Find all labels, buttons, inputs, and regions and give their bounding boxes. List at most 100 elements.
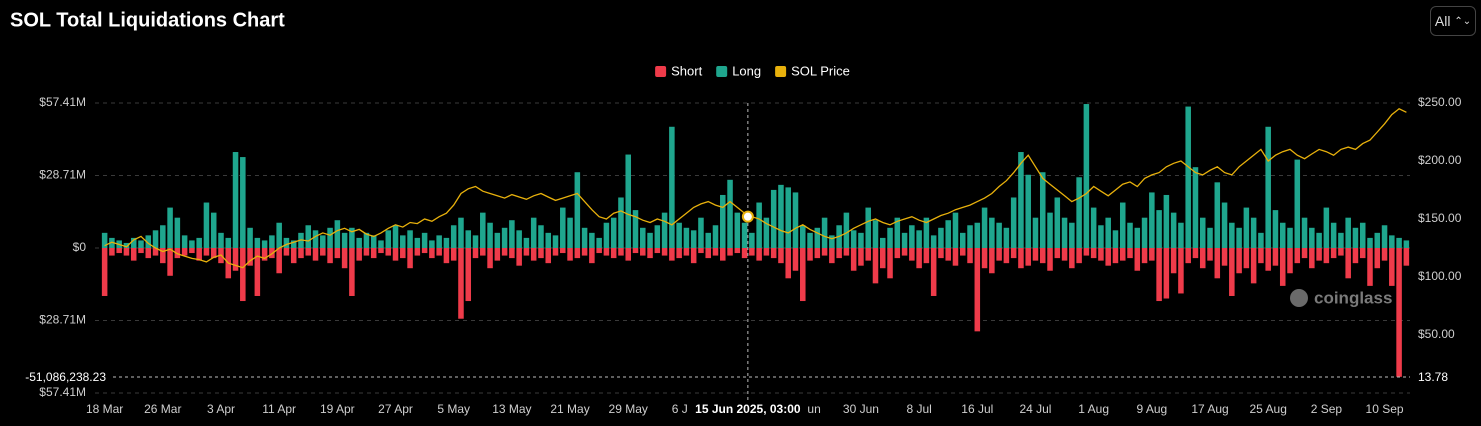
- bar: [145, 235, 152, 248]
- bar: [901, 248, 908, 256]
- bar: [254, 248, 261, 296]
- bar: [254, 237, 261, 248]
- bar: [1141, 248, 1148, 264]
- watermark-text: coinglass: [1314, 288, 1392, 307]
- bar: [923, 217, 930, 248]
- bar: [385, 230, 392, 248]
- bar: [930, 235, 937, 248]
- bar: [669, 248, 675, 261]
- x-tick-label: 30 Jun: [843, 402, 879, 416]
- bar: [974, 222, 981, 248]
- bar: [1403, 248, 1410, 266]
- x-tick-label: 17 Aug: [1191, 402, 1228, 416]
- bar: [909, 225, 915, 248]
- bar: [632, 210, 639, 248]
- bar: [1119, 248, 1126, 261]
- bar: [472, 235, 479, 248]
- y2-tick-label: $250.00: [1418, 95, 1462, 109]
- y-tick-label: $57.41M: [39, 95, 86, 109]
- bar: [1083, 248, 1090, 256]
- legend-label: Long: [732, 63, 761, 78]
- bar: [509, 220, 515, 248]
- bar: [1396, 248, 1402, 377]
- bar: [1127, 248, 1133, 259]
- bar: [509, 248, 515, 259]
- x-tick-label: 11 Apr: [262, 402, 296, 416]
- x-tick-label: 1 Aug: [1078, 402, 1109, 416]
- bar: [1134, 227, 1141, 248]
- bar: [1272, 210, 1279, 248]
- bar: [1163, 248, 1170, 299]
- bar: [1076, 177, 1082, 248]
- bar: [378, 240, 384, 248]
- bar: [130, 248, 137, 261]
- legend-label: SOL Price: [791, 63, 850, 78]
- bar: [610, 248, 617, 259]
- legend-label: Short: [671, 63, 702, 78]
- bar: [1301, 248, 1308, 259]
- bar: [305, 248, 312, 256]
- bar: [400, 235, 406, 248]
- bar: [1047, 248, 1053, 271]
- bar: [210, 248, 217, 259]
- bar: [596, 248, 602, 254]
- bar: [421, 232, 428, 248]
- bar: [101, 232, 108, 248]
- bar: [232, 152, 239, 248]
- bar: [225, 237, 232, 248]
- bar: [959, 232, 966, 248]
- bar: [792, 248, 799, 271]
- watermark: coinglass: [1290, 288, 1392, 307]
- bar: [785, 187, 791, 248]
- bar: [683, 248, 690, 256]
- range-select[interactable]: All ⌃⌄: [1430, 6, 1476, 36]
- y2-tick-label: $200.00: [1418, 153, 1462, 167]
- crosshair-y2-label: 13.78: [1418, 370, 1448, 384]
- bar: [1149, 248, 1155, 261]
- y-tick-label: $28.71M: [39, 313, 86, 327]
- bar: [1010, 197, 1017, 248]
- bar: [152, 230, 159, 248]
- bar: [989, 248, 995, 274]
- bar: [1345, 217, 1351, 248]
- legend-swatch: [716, 66, 728, 77]
- bar: [1316, 248, 1322, 261]
- bar: [480, 248, 486, 256]
- bar: [1243, 207, 1250, 248]
- bar: [290, 248, 297, 264]
- bar: [189, 240, 195, 248]
- bar: [138, 240, 144, 248]
- bar: [429, 240, 435, 248]
- bar: [1178, 248, 1184, 294]
- bar: [967, 225, 973, 248]
- bar: [829, 248, 835, 264]
- bar: [450, 248, 457, 261]
- bar: [1054, 248, 1061, 259]
- bar: [1243, 248, 1250, 269]
- bar: [290, 240, 297, 248]
- price-line: [104, 108, 1407, 269]
- bar: [909, 248, 915, 261]
- bar: [981, 248, 988, 269]
- bar: [123, 248, 130, 256]
- x-tick-label: 24 Jul: [1019, 402, 1051, 416]
- bar: [458, 217, 464, 248]
- bar: [240, 157, 246, 248]
- bar: [1098, 248, 1104, 261]
- bar: [901, 232, 908, 248]
- bar: [392, 225, 399, 248]
- bar: [625, 248, 631, 261]
- bar: [872, 220, 879, 248]
- bar: [1170, 212, 1177, 248]
- bar: [203, 248, 210, 256]
- bar: [181, 248, 188, 256]
- bar: [465, 248, 472, 302]
- bar: [880, 237, 886, 248]
- bar: [516, 230, 522, 248]
- bar: [785, 248, 791, 279]
- select-icon[interactable]: ⌃⌄: [1454, 15, 1472, 27]
- bar: [203, 202, 210, 248]
- range-label[interactable]: All: [1434, 13, 1451, 29]
- bar: [727, 248, 733, 256]
- bar: [1214, 248, 1221, 279]
